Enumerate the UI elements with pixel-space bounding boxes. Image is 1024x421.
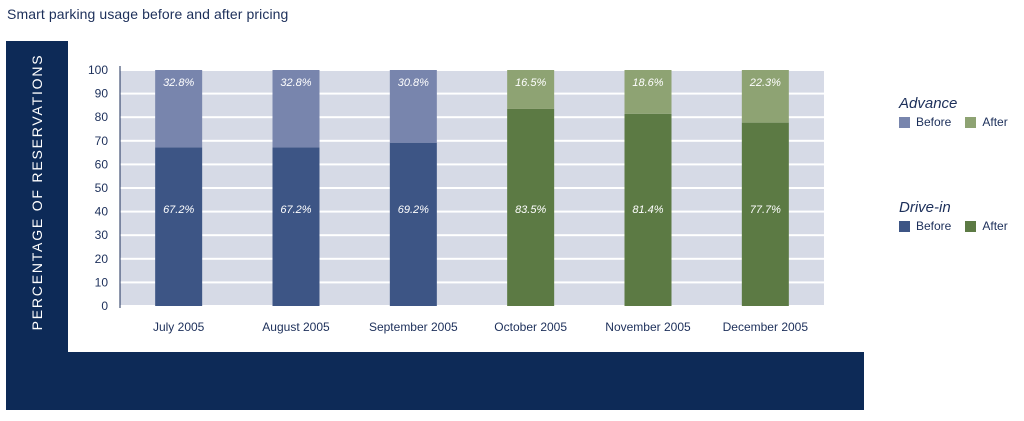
legend-swatch-advance-after bbox=[965, 116, 977, 128]
data-label-advance: 18.6% bbox=[632, 77, 663, 89]
grid-band bbox=[120, 71, 824, 93]
y-tick-label: 40 bbox=[95, 205, 109, 219]
grid-layer bbox=[120, 71, 824, 305]
y-tick-label: 70 bbox=[95, 134, 109, 148]
data-label-drive-in: 81.4% bbox=[632, 204, 663, 216]
y-tick-label: 30 bbox=[95, 228, 109, 242]
legend-swatch-drive-in-after bbox=[965, 220, 977, 232]
bar-drive-in bbox=[507, 108, 555, 306]
bar-drive-in bbox=[155, 147, 203, 306]
data-label-advance: 22.3% bbox=[749, 77, 781, 89]
legend-label-drive-in-after: After bbox=[982, 219, 1008, 233]
legend-label-drive-in-before: Before bbox=[916, 219, 952, 233]
bar-advance bbox=[507, 70, 555, 109]
page-title: Smart parking usage before and after pri… bbox=[7, 6, 289, 22]
labels-layer: 67.2% 32.8% 67.2% 32.8% 69.2% 30.8% 83.5% 16.5%… bbox=[163, 77, 781, 216]
data-label-drive-in: 67.2% bbox=[280, 204, 311, 216]
data-label-drive-in: 77.7% bbox=[750, 204, 781, 216]
data-label-advance: 30.8% bbox=[398, 77, 429, 89]
grid-band bbox=[120, 165, 824, 187]
grid-band bbox=[120, 118, 824, 140]
grid-band bbox=[120, 259, 824, 282]
legend-title-drive-in: Drive-in bbox=[899, 199, 951, 216]
bar-drive-in bbox=[624, 113, 672, 306]
legend-label-advance-after: After bbox=[982, 115, 1008, 129]
grid-band bbox=[120, 212, 824, 235]
x-tick-label: October 2005 bbox=[494, 320, 567, 334]
x-tick-label: September 2005 bbox=[369, 320, 458, 334]
grid-band bbox=[120, 189, 824, 211]
grid-band bbox=[120, 141, 824, 164]
bar-drive-in bbox=[741, 122, 789, 307]
data-label-advance: 32.8% bbox=[163, 77, 194, 89]
legend-label-advance-before: Before bbox=[916, 115, 952, 129]
y-tick-label: 10 bbox=[95, 275, 109, 289]
data-label-drive-in: 83.5% bbox=[515, 204, 546, 216]
y-tick-label: 90 bbox=[95, 87, 109, 101]
legend-swatch-drive-in-before bbox=[899, 220, 910, 232]
x-tick-label: August 2005 bbox=[262, 320, 330, 334]
data-label-advance: 32.8% bbox=[280, 77, 311, 89]
bar-advance bbox=[389, 70, 437, 143]
bars-layer bbox=[155, 70, 789, 307]
legend-advance: Advance Before After bbox=[899, 95, 1022, 129]
bar-advance bbox=[155, 70, 203, 148]
bar-advance bbox=[624, 70, 672, 114]
axis-layer: 0 10 20 30 40 50 60 70 80 90 100 July 2005 August 20… bbox=[88, 63, 808, 334]
bar-drive-in bbox=[389, 142, 437, 306]
y-tick-label: 0 bbox=[101, 299, 108, 313]
y-tick-label: 20 bbox=[95, 252, 109, 266]
x-tick-label: July 2005 bbox=[153, 320, 205, 334]
y-tick-label: 60 bbox=[95, 157, 109, 171]
bar-drive-in bbox=[272, 147, 320, 306]
data-label-drive-in: 69.2% bbox=[398, 204, 429, 216]
legend-drive-in: Drive-in Before After bbox=[899, 199, 1022, 233]
y-tick-label: 100 bbox=[88, 63, 108, 77]
x-tick-label: December 2005 bbox=[723, 320, 809, 334]
data-label-advance: 16.5% bbox=[515, 77, 546, 89]
legend-swatch-advance-before bbox=[899, 116, 910, 128]
grid-band bbox=[120, 283, 824, 305]
grid-band bbox=[120, 236, 824, 258]
y-tick-label: 80 bbox=[95, 110, 109, 124]
bar-advance bbox=[272, 70, 320, 148]
x-tick-label: November 2005 bbox=[605, 320, 691, 334]
bar-advance bbox=[741, 70, 789, 123]
legend-title-advance: Advance bbox=[899, 95, 958, 112]
grid-band bbox=[120, 94, 824, 117]
data-label-drive-in: 67.2% bbox=[163, 204, 194, 216]
y-tick-label: 50 bbox=[95, 181, 109, 195]
